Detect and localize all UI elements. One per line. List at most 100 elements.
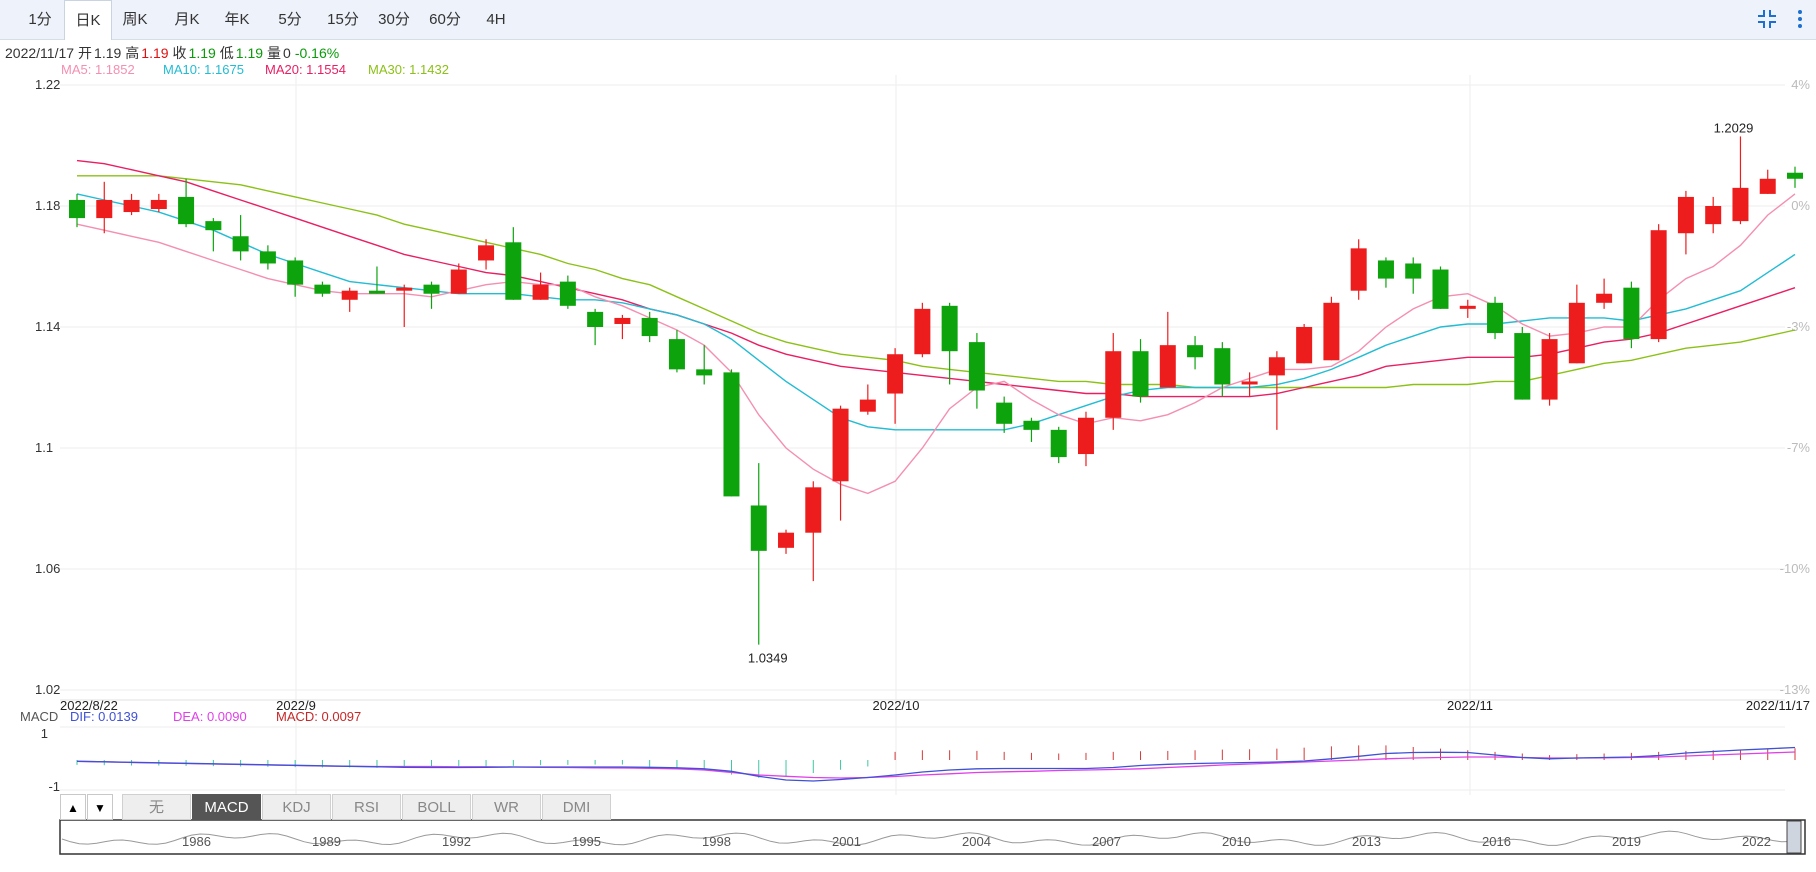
- tab-1[interactable]: 日K: [64, 0, 112, 40]
- low-value: 1.19: [235, 45, 264, 61]
- navigator-year: 1989: [312, 834, 341, 849]
- navigator-frame: [59, 819, 1806, 855]
- tab-0[interactable]: 1分: [28, 11, 52, 28]
- candle-body: [1241, 381, 1258, 385]
- pct-tick-label: 0%: [1791, 198, 1810, 213]
- navigator-year: 2001: [832, 834, 861, 849]
- candle-body: [1541, 339, 1558, 400]
- pct-tick-label: -7%: [1787, 440, 1811, 455]
- candle-body: [1568, 302, 1585, 364]
- tab-8[interactable]: 60分: [429, 11, 461, 28]
- candle-body: [696, 369, 713, 376]
- period-toolbar: [0, 0, 1816, 40]
- candle-body: [1705, 206, 1722, 225]
- candle-body: [1405, 263, 1422, 279]
- min-price-label: 1.0349: [748, 651, 788, 666]
- indicator-dmi[interactable]: DMI: [542, 794, 611, 820]
- x-tick-label: 2022/11: [1447, 698, 1493, 713]
- candle-body: [423, 284, 440, 294]
- more-icon[interactable]: [1794, 8, 1806, 30]
- candle-body: [1787, 172, 1803, 179]
- high-value: 1.19: [141, 45, 169, 61]
- candle-body: [1159, 345, 1176, 388]
- tab-3[interactable]: 月K: [174, 11, 200, 28]
- navigator-year: 2004: [962, 834, 991, 849]
- ma30-legend: MA30: 1.1432: [368, 62, 449, 77]
- candle-body: [1268, 357, 1285, 376]
- candle-body: [996, 402, 1013, 424]
- candle-body: [968, 342, 985, 391]
- scroll-up-button[interactable]: ▲: [60, 794, 86, 820]
- ma20-line: [76, 159, 1796, 398]
- tab-9[interactable]: 4H: [486, 11, 506, 28]
- y-tick-label: 1.02: [35, 682, 60, 697]
- y-tick-label: 1.22: [35, 77, 60, 92]
- navigator-handle: [1786, 820, 1802, 854]
- x-tick-label: 2022/9: [276, 698, 316, 713]
- candle-body: [1432, 269, 1449, 309]
- candle-body: [1623, 287, 1640, 340]
- y-tick-label: 1.18: [35, 198, 60, 213]
- indicator-无[interactable]: 无: [122, 794, 191, 820]
- candle-body: [1077, 417, 1094, 455]
- candle-body: [1214, 348, 1231, 385]
- candle-body: [150, 199, 167, 210]
- y-tick-label: 1.14: [35, 319, 60, 334]
- candle-body: [450, 269, 467, 294]
- indicator-boll[interactable]: BOLL: [402, 794, 471, 820]
- candle-body: [1323, 302, 1340, 361]
- candle-body: [505, 242, 522, 300]
- indicator-macd[interactable]: MACD: [192, 794, 261, 820]
- candle-body: [805, 487, 822, 533]
- tab-4[interactable]: 年K: [224, 11, 250, 28]
- candle-body: [287, 260, 304, 285]
- candle-body: [1650, 230, 1667, 340]
- candle-body: [205, 221, 222, 231]
- candle-body: [941, 305, 958, 352]
- candle-body: [859, 399, 876, 412]
- candle-body: [1514, 333, 1531, 400]
- ma30-line: [77, 175, 1796, 389]
- collapse-icon[interactable]: [1756, 8, 1778, 30]
- navigator-year: 1998: [702, 834, 731, 849]
- candle-body: [1105, 351, 1122, 418]
- x-tick-label: 2022/8/22: [60, 698, 118, 713]
- indicator-wr[interactable]: WR: [472, 794, 541, 820]
- pct-tick-label: -10%: [1780, 561, 1811, 576]
- navigator-year: 2013: [1352, 834, 1381, 849]
- dea-legend: DEA: 0.0090: [173, 709, 247, 724]
- candle-body: [1759, 178, 1776, 194]
- change-value: -0.16%: [294, 45, 340, 61]
- candle-body: [668, 339, 685, 370]
- navigator-year: 2016: [1482, 834, 1511, 849]
- candle-body: [723, 372, 740, 497]
- tab-5[interactable]: 5分: [278, 11, 302, 28]
- tab-6[interactable]: 15分: [327, 11, 359, 28]
- navigator-year: 2022: [1742, 834, 1771, 849]
- tab-2[interactable]: 周K: [122, 11, 148, 28]
- low-label: 低: [219, 45, 234, 61]
- candle-body: [1377, 260, 1394, 279]
- navigator-year: 2019: [1612, 834, 1641, 849]
- candle-body: [368, 290, 385, 294]
- candle-body: [259, 251, 276, 264]
- navigator-series: [61, 830, 1791, 846]
- scroll-down-button[interactable]: ▼: [87, 794, 113, 820]
- candle-body: [532, 284, 549, 300]
- x-tick-label: 2022/11/17: [1746, 698, 1810, 713]
- pct-tick-label: 4%: [1791, 77, 1810, 92]
- x-tick-label: 2022/10: [873, 698, 920, 713]
- high-label: 高: [125, 45, 140, 61]
- indicator-rsi[interactable]: RSI: [332, 794, 401, 820]
- navigator-year: 2010: [1222, 834, 1251, 849]
- candle-body: [887, 354, 904, 394]
- tab-7[interactable]: 30分: [378, 11, 410, 28]
- candle-body: [1350, 248, 1367, 291]
- dif-legend: DIF: 0.0139: [70, 709, 138, 724]
- candle-body: [778, 532, 795, 548]
- candle-body: [914, 308, 931, 355]
- candle-body: [314, 284, 331, 294]
- candle-body: [69, 199, 85, 219]
- indicator-kdj[interactable]: KDJ: [262, 794, 331, 820]
